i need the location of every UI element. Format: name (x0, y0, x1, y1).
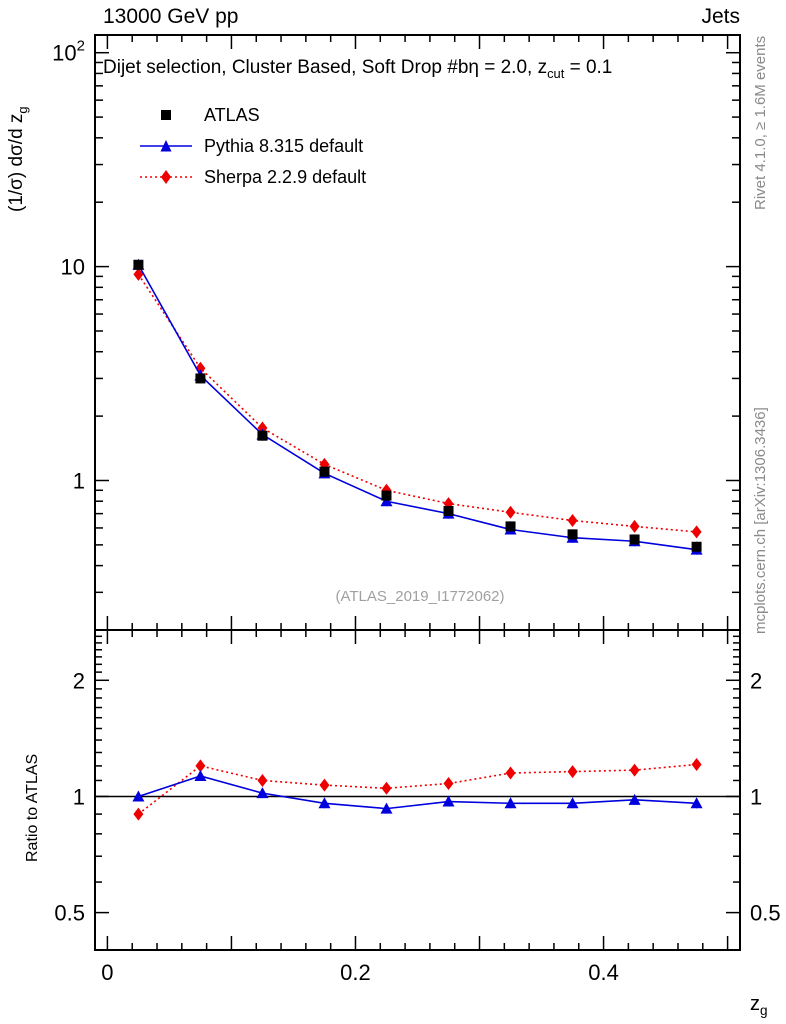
pythia-marker-icon (140, 140, 192, 152)
x-axis-label-subscript: g (760, 1003, 768, 1018)
svg-text:0: 0 (101, 960, 113, 985)
legend-item-sherpa: Sherpa 2.2.9 default (138, 166, 366, 188)
analysis-type-label: Jets (701, 5, 740, 28)
sherpa-marker-icon (140, 170, 192, 184)
legend-label: ATLAS (204, 104, 260, 125)
y-axis-label-subscript: g (14, 106, 30, 114)
svg-text:1: 1 (73, 784, 85, 809)
svg-text:2: 2 (750, 668, 762, 693)
atlas-marker-icon (161, 110, 171, 120)
ratio-series (95, 758, 740, 821)
legend: ATLAS Pythia 8.315 default Sherpa 2.2.9 … (138, 104, 366, 197)
analysis-id-watermark: (ATLAS_2019_I1772062) (335, 588, 505, 605)
axes-frame (94, 34, 741, 951)
panel-title: Dijet selection, Cluster Based, Soft Dro… (103, 57, 612, 81)
svg-text:102: 102 (52, 38, 85, 66)
svg-text:10: 10 (61, 255, 85, 280)
panel-title-subscript: cut (547, 65, 565, 81)
main-series (132, 258, 703, 555)
svg-text:2: 2 (73, 668, 85, 693)
y-axis-label: (1/σ) dσ/d zg (6, 12, 30, 212)
legend-label: Pythia 8.315 default (204, 135, 364, 156)
legend-item-pythia: Pythia 8.315 default (138, 135, 366, 157)
x-axis-label-text: z (750, 993, 760, 1015)
beam-energy-label: 13000 GeV pp (103, 5, 239, 28)
svg-text:1: 1 (73, 468, 85, 493)
x-axis-label: zg (750, 993, 768, 1018)
svg-text:1: 1 (750, 784, 762, 809)
legend-item-atlas: ATLAS (138, 104, 366, 126)
y-axis-label-text: (1/σ) dσ/d z (6, 113, 27, 212)
svg-text:0.5: 0.5 (54, 901, 85, 926)
tick-labels: 1 10 102 0.5 0.5 1 1 2 2 0 0.2 0.4 (52, 38, 780, 985)
panel-title-tail: = 0.1 (564, 57, 613, 78)
svg-text:0.2: 0.2 (340, 960, 371, 985)
ratio-y-axis-label: Ratio to ATLAS (24, 753, 41, 862)
mcplots-attribution-note: mcplots.cern.ch [arXiv:1306.3436] (752, 407, 769, 634)
svg-text:0.4: 0.4 (588, 960, 619, 985)
rivet-version-note: Rivet 4.1.0, ≥ 1.6M events (752, 35, 769, 210)
legend-label: Sherpa 2.2.9 default (204, 166, 367, 187)
panel-title-text: Dijet selection, Cluster Based, Soft Dro… (103, 57, 548, 78)
svg-text:0.5: 0.5 (750, 901, 781, 926)
